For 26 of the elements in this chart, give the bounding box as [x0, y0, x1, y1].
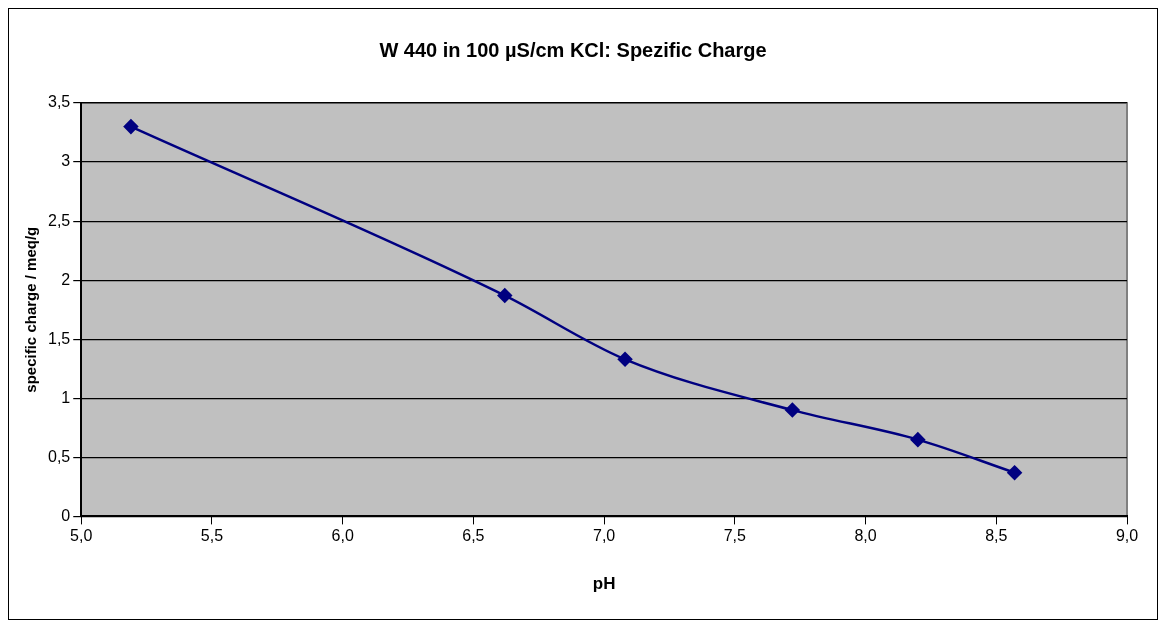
- y-tick-label: 1,5: [47, 329, 71, 347]
- y-tick-label: 3: [61, 152, 71, 170]
- y-axis-title: specific charge / meq/g: [22, 226, 40, 393]
- point: [497, 288, 513, 303]
- point: [123, 119, 139, 134]
- y-tick-label: 3,5: [47, 93, 71, 111]
- x-tick-label: 8,5: [985, 527, 1008, 545]
- chart-title: W 440 in 100 µS/cm KCl: Spezific Charge: [379, 38, 767, 61]
- y-tick-label: 0,5: [47, 447, 71, 465]
- x-tick-label: 6,5: [462, 527, 485, 545]
- y-tick-label: 2,5: [47, 211, 71, 229]
- x-tick-label: 5,0: [70, 527, 93, 545]
- y-tick-label: 0: [61, 506, 71, 524]
- x-tick-label: 6,0: [331, 527, 354, 545]
- y-tick-label: 1: [61, 388, 71, 406]
- point: [617, 352, 633, 367]
- x-tick-label: 7,0: [593, 527, 616, 545]
- y-tick-label: 2: [61, 270, 71, 288]
- x-tick-label: 9,0: [1115, 527, 1139, 545]
- point: [910, 432, 926, 447]
- x-tick-label: 7,5: [723, 527, 747, 545]
- x-axis-title: pH: [592, 574, 616, 594]
- x-tick-label: 8,0: [854, 527, 877, 545]
- point: [785, 402, 800, 418]
- point: [1007, 465, 1022, 480]
- x-tick-label: 5,5: [200, 527, 224, 545]
